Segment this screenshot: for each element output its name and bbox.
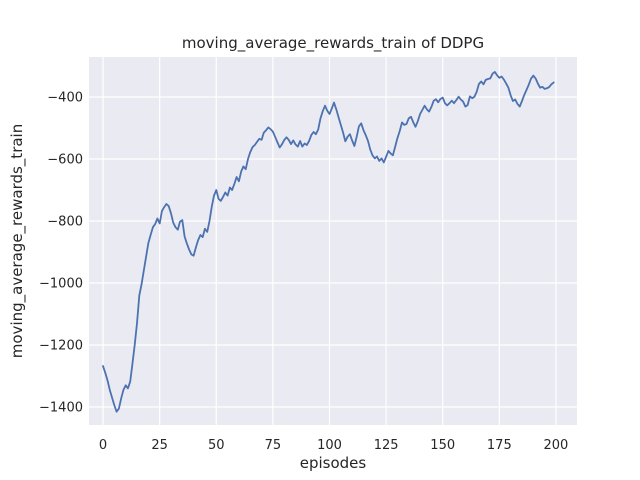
y-tick-label: −400 bbox=[47, 90, 83, 105]
x-tick-label: 0 bbox=[99, 438, 107, 453]
x-axis-label: episodes bbox=[299, 454, 367, 472]
x-tick-label: 25 bbox=[151, 438, 168, 453]
x-tick-label: 125 bbox=[374, 438, 399, 453]
x-tick-label: 100 bbox=[317, 438, 342, 453]
y-tick-label: −1200 bbox=[39, 339, 83, 354]
y-tick-label: −800 bbox=[47, 215, 83, 230]
chart-title: moving_average_rewards_train of DDPG bbox=[181, 34, 485, 52]
data-line bbox=[102, 71, 555, 413]
y-tick-label: −1000 bbox=[39, 277, 83, 292]
y-tick-label: −1400 bbox=[39, 401, 83, 416]
y-axis-label: moving_average_rewards_train bbox=[8, 123, 26, 359]
x-tick-label: 50 bbox=[208, 438, 225, 453]
x-tick-label: 200 bbox=[544, 438, 569, 453]
x-tick-label: 75 bbox=[265, 438, 282, 453]
plot-area bbox=[89, 57, 577, 425]
y-tick-label: −600 bbox=[47, 152, 83, 167]
x-tick-label: 175 bbox=[487, 438, 512, 453]
x-tick-label: 150 bbox=[430, 438, 455, 453]
